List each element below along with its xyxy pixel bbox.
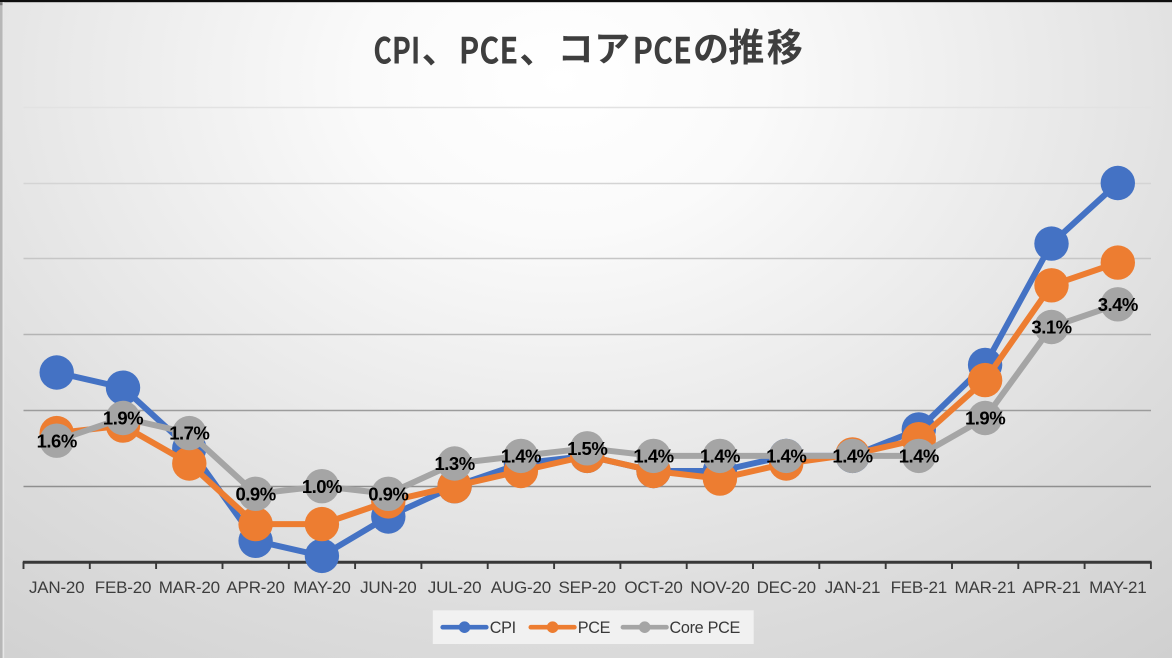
svg-text:MAY-21: MAY-21 xyxy=(1089,578,1146,597)
svg-text:JAN-21: JAN-21 xyxy=(825,578,881,597)
svg-text:APR-20: APR-20 xyxy=(226,578,284,597)
svg-text:JUL-20: JUL-20 xyxy=(428,578,482,597)
svg-text:MAY-20: MAY-20 xyxy=(293,578,350,597)
svg-text:1.0%: 1.0% xyxy=(302,476,342,497)
svg-text:1.4%: 1.4% xyxy=(700,446,740,467)
svg-text:1.4%: 1.4% xyxy=(501,446,541,467)
svg-text:3.1%: 3.1% xyxy=(1031,317,1071,338)
svg-text:NOV-20: NOV-20 xyxy=(690,578,749,597)
svg-text:JAN-20: JAN-20 xyxy=(29,578,85,597)
svg-text:SEP-20: SEP-20 xyxy=(559,578,616,597)
svg-text:MAR-21: MAR-21 xyxy=(955,578,1016,597)
svg-text:DEC-20: DEC-20 xyxy=(757,578,816,597)
svg-text:1.5%: 1.5% xyxy=(567,438,607,459)
svg-text:1.9%: 1.9% xyxy=(965,408,1005,429)
svg-text:1.4%: 1.4% xyxy=(766,446,806,467)
svg-text:FEB-20: FEB-20 xyxy=(95,578,151,597)
svg-text:Core PCE: Core PCE xyxy=(670,619,741,637)
svg-text:0.9%: 0.9% xyxy=(236,483,276,504)
svg-text:1.4%: 1.4% xyxy=(832,446,872,467)
svg-text:1.4%: 1.4% xyxy=(899,446,939,467)
svg-text:1.3%: 1.3% xyxy=(435,453,475,474)
svg-text:1.9%: 1.9% xyxy=(103,408,143,429)
svg-text:FEB-21: FEB-21 xyxy=(891,578,947,597)
svg-text:APR-21: APR-21 xyxy=(1022,578,1080,597)
svg-text:AUG-20: AUG-20 xyxy=(491,578,551,597)
svg-text:1.4%: 1.4% xyxy=(633,446,673,467)
svg-text:MAR-20: MAR-20 xyxy=(159,578,220,597)
svg-text:3.4%: 3.4% xyxy=(1098,294,1138,315)
svg-text:PCE: PCE xyxy=(578,619,611,637)
svg-text:OCT-20: OCT-20 xyxy=(624,578,682,597)
svg-text:JUN-20: JUN-20 xyxy=(360,578,416,597)
svg-text:0.9%: 0.9% xyxy=(368,483,408,504)
svg-text:CPI: CPI xyxy=(490,619,516,637)
svg-text:1.6%: 1.6% xyxy=(37,430,77,451)
svg-text:1.7%: 1.7% xyxy=(169,423,209,444)
